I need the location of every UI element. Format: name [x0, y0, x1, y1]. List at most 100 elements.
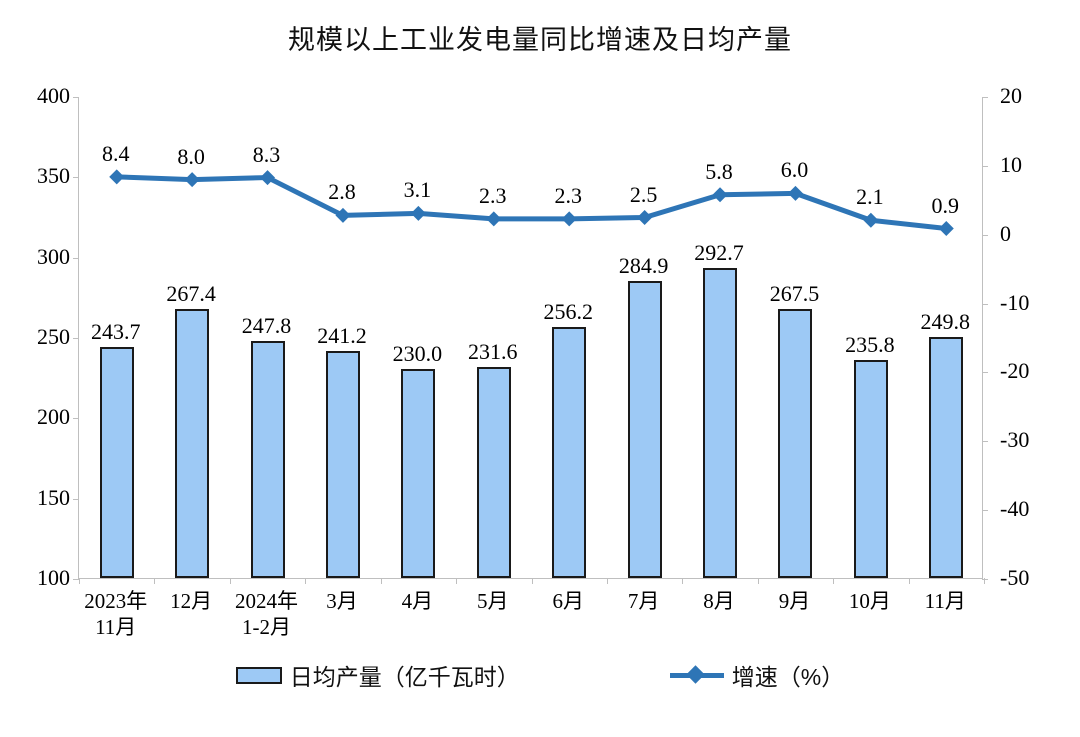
y-axis-right-tick-label: -40 — [1000, 496, 1030, 522]
bar[interactable] — [401, 369, 436, 578]
line-value-label: 8.4 — [101, 140, 130, 166]
bar-value-label: 267.5 — [769, 280, 820, 306]
line-value-label: 6.0 — [780, 157, 809, 183]
y-axis-left-tick — [73, 418, 79, 420]
bar[interactable] — [476, 366, 511, 578]
line-marker[interactable] — [787, 185, 803, 201]
x-axis-tick — [606, 578, 608, 584]
x-axis-tick — [833, 578, 835, 584]
x-axis-category-label: 4月 — [401, 589, 434, 613]
line-marker[interactable] — [410, 205, 426, 221]
x-axis-tick — [456, 578, 458, 584]
x-axis-tick — [229, 578, 231, 584]
x-axis-tick — [531, 578, 533, 584]
legend-item-daily-output[interactable]: 日均产量（亿千瓦时） — [235, 658, 520, 692]
bar[interactable] — [552, 327, 587, 578]
x-axis-category-label: 2023年 11月 — [56, 588, 176, 640]
line-marker[interactable] — [260, 170, 276, 186]
y-axis-left-tick — [73, 498, 79, 500]
y-axis-left-tick-label: 350 — [37, 163, 70, 189]
bar-value-label: 231.6 — [468, 338, 518, 364]
bar-value-label: 243.7 — [90, 319, 141, 345]
line-value-label: 5.8 — [705, 158, 733, 184]
line-marker[interactable] — [486, 211, 502, 227]
bar-value-label: 249.8 — [920, 309, 971, 335]
line-value-label: 3.1 — [403, 177, 432, 203]
x-axis-tick — [380, 578, 382, 584]
x-axis-category-label: 12月 — [170, 589, 213, 613]
chart-legend: 日均产量（亿千瓦时） 增速（%） — [0, 655, 1080, 695]
bar[interactable] — [175, 309, 210, 578]
y-axis-left-tick-label: 100 — [37, 565, 70, 590]
line-marker[interactable] — [184, 172, 200, 188]
y-axis-left-tick — [73, 338, 79, 339]
y-axis-right-tick — [982, 510, 988, 512]
x-axis-category-label: 7月 — [627, 589, 660, 613]
bar[interactable] — [853, 359, 888, 578]
legend-item-growth-rate[interactable]: 增速（%） — [669, 658, 845, 692]
bar-value-label: 230.0 — [392, 341, 443, 367]
x-axis-tick — [984, 578, 985, 584]
legend-label-growth-rate: 增速（%） — [731, 664, 845, 690]
bar[interactable] — [703, 268, 738, 578]
bar-value-label: 241.2 — [317, 323, 367, 349]
y-axis-left-tick — [73, 177, 79, 179]
y-axis-right-tick-label: -30 — [1000, 427, 1030, 453]
x-axis-category-label: 2024年 1-2月 — [207, 588, 327, 640]
y-axis-left-tick — [73, 579, 79, 580]
bar[interactable] — [325, 351, 360, 578]
line-marker[interactable] — [109, 169, 125, 185]
y-axis-right-tick — [982, 165, 988, 167]
y-axis-right-tick-label: 20 — [1000, 83, 1022, 108]
bar[interactable] — [99, 347, 134, 578]
x-axis-category-label: 9月 — [778, 589, 811, 613]
x-axis-category-label: 10月 — [848, 589, 891, 613]
line-value-label: 2.8 — [328, 179, 356, 205]
x-axis-category-label-line2: 1-2月 — [242, 615, 292, 639]
line-diamond-swatch-icon — [669, 665, 724, 684]
y-axis-left-tick-label: 400 — [37, 83, 70, 108]
line-marker[interactable] — [863, 212, 879, 228]
x-axis-category-label: 5月 — [477, 589, 509, 613]
line-marker[interactable] — [335, 207, 351, 223]
x-axis-tick — [908, 578, 910, 584]
x-axis-category-label: 6月 — [552, 589, 584, 613]
bar-value-label: 284.9 — [618, 252, 669, 278]
y-axis-left-tick-label: 300 — [37, 243, 70, 269]
chart-title: 规模以上工业发电量同比增速及日均产量 — [288, 25, 792, 55]
line-value-label: 8.3 — [252, 141, 281, 167]
line-value-label: 8.0 — [177, 143, 205, 169]
y-axis-left-tick-label: 250 — [37, 324, 70, 349]
y-axis-left-tick-label: 200 — [37, 404, 70, 430]
x-axis-tick — [757, 578, 759, 584]
bar-value-label: 292.7 — [694, 240, 744, 266]
y-axis-right-tick-label: -50 — [1000, 565, 1030, 590]
bar-value-label: 267.4 — [166, 281, 216, 307]
y-axis-right-tick — [982, 372, 988, 374]
bar[interactable] — [250, 340, 285, 578]
y-axis-right-tick — [982, 234, 988, 236]
line-marker[interactable] — [637, 210, 653, 225]
y-axis-left-tick — [73, 97, 79, 98]
line-marker[interactable] — [712, 187, 728, 203]
x-axis-tick — [79, 578, 80, 584]
line-marker[interactable] — [561, 211, 577, 227]
line-value-label: 2.5 — [629, 181, 658, 207]
x-axis-tick — [682, 578, 684, 584]
bar[interactable] — [627, 280, 662, 578]
bar-swatch-icon — [235, 666, 282, 684]
line-value-label: 2.3 — [554, 182, 582, 208]
x-axis-category-label: 11月 — [924, 589, 966, 613]
bar[interactable] — [929, 337, 964, 578]
bar[interactable] — [778, 308, 813, 578]
line-marker[interactable] — [938, 221, 954, 237]
x-axis-category-label-line2: 11月 — [95, 615, 137, 639]
x-axis-tick — [154, 578, 156, 584]
y-axis-right-tick-label: -20 — [1000, 358, 1030, 384]
line-value-label: 2.1 — [856, 184, 884, 210]
bar-value-label: 256.2 — [543, 299, 593, 325]
x-axis-tick — [305, 578, 307, 584]
line-value-label: 0.9 — [931, 192, 960, 218]
y-axis-right-tick — [982, 579, 988, 580]
